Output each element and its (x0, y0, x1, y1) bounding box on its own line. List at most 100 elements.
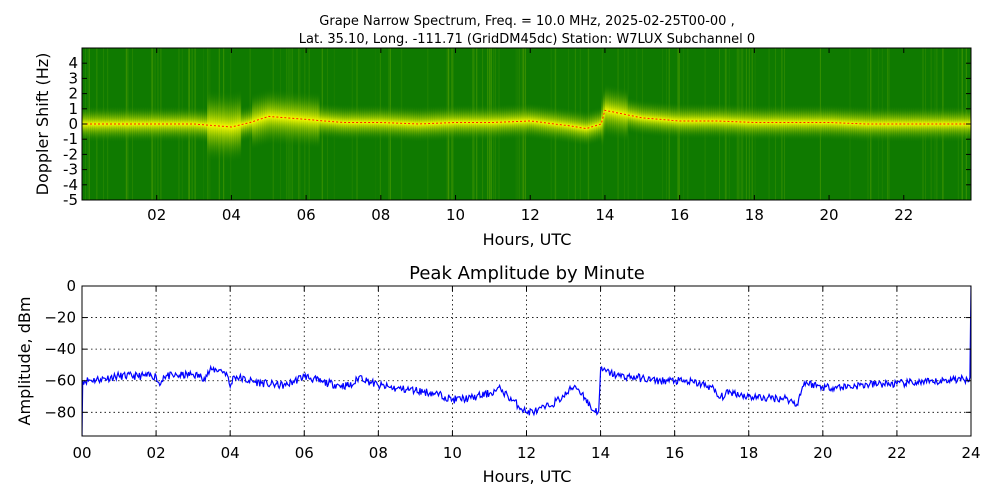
spectrogram-band-segment (896, 105, 899, 143)
spectrogram-band-segment (629, 97, 632, 134)
spectrogram-band-segment (545, 104, 548, 142)
spectrogram-band-segment (433, 105, 436, 142)
spectrogram-band-segment (255, 91, 258, 150)
spectrogram-band-segment (104, 105, 107, 143)
spectrogram-band-segment (266, 87, 270, 146)
spectrogram-band-segment (147, 105, 150, 143)
spectrogram-band-segment (522, 102, 526, 140)
spectrogram-band-segment (901, 105, 905, 143)
spectrogram-band-segment (870, 105, 873, 143)
spectrogram-band-segment (709, 102, 712, 140)
spectrogram-band-segment (821, 104, 824, 141)
spectrogram-band-segment (664, 101, 667, 139)
spectrogram-band-segment (362, 104, 365, 141)
spectrogram-band-segment (606, 83, 610, 139)
peak-amplitude-plot: Peak Amplitude by Minute 0 −20 −40 −60 −80 0… (15, 263, 981, 486)
spectrogram-band-segment (251, 92, 255, 151)
spectrogram-y-tick-label: 0 (68, 115, 78, 133)
spectrogram-band-segment (306, 90, 309, 149)
spectrogram-band-segment (365, 104, 369, 141)
spectrogram-band-segment (317, 91, 320, 150)
spectrogram-y-tick-label: 1 (68, 100, 78, 118)
spectrogram-band-segment (438, 104, 441, 142)
amplitude-series-line (82, 286, 971, 436)
spectrogram-band-segment (231, 90, 234, 164)
spectrogram-band-segment (842, 104, 845, 142)
amplitude-y-tick-label: −80 (44, 403, 76, 421)
spectrogram-band-segment (776, 104, 780, 141)
spectrogram-band-segment (868, 105, 871, 143)
spectrogram-x-tick-label: 14 (595, 206, 614, 224)
spectrogram-band-segment (765, 104, 768, 141)
spectrogram-band-segment (724, 103, 727, 140)
amplitude-x-tick-label: 16 (665, 444, 684, 462)
spectrogram-band-segment (668, 101, 671, 139)
spectrogram-y-tick-label: -5 (63, 191, 78, 209)
spectrogram-band-segment (954, 105, 957, 143)
spectrogram-band-segment (294, 89, 298, 148)
spectrogram-band-segment (175, 105, 178, 143)
spectrogram-band-segment (216, 89, 219, 163)
spectrogram-band-segment (812, 104, 815, 141)
spectrogram-y-tick-label: -2 (63, 145, 78, 163)
spectrogram-band-segment (688, 102, 692, 140)
spectrogram-band-segment (573, 108, 576, 145)
spectrogram-y-tick-label: -4 (63, 176, 78, 194)
spectrogram-band-segment (677, 102, 681, 140)
spectrogram-band-segment (425, 105, 428, 142)
spectrogram-band-segment (281, 88, 285, 147)
spectrogram-band-segment (481, 104, 484, 141)
spectrogram-band-segment (270, 87, 273, 146)
spectrogram-band-segment (561, 106, 565, 144)
spectrogram-band-segment (941, 105, 944, 143)
spectrogram-band-segment (681, 102, 684, 140)
spectrogram-band-segment (621, 86, 625, 142)
spectrogram-band-segment (337, 103, 341, 141)
spectrogram-band-segment (345, 104, 348, 141)
spectrogram-band-segment (916, 105, 920, 143)
spectrogram-band-segment (108, 105, 111, 143)
spectrogram-band-segment (646, 100, 649, 137)
spectrogram-band-segment (670, 102, 673, 139)
spectrogram-band-segment (466, 104, 470, 141)
spectrogram-band-segment (593, 107, 597, 145)
spectrogram-x-tick-label: 04 (222, 206, 241, 224)
spectrogram-band-segment (136, 105, 139, 143)
amplitude-x-tick-label: 00 (72, 444, 91, 462)
spectrogram-band-segment (642, 99, 645, 137)
spectrogram-band-segment (414, 105, 417, 143)
spectrogram-band-segment (685, 102, 688, 140)
spectrogram-band-segment (614, 85, 617, 140)
spectrogram-band-segment (957, 105, 961, 143)
spectrogram-band-segment (909, 105, 912, 143)
spectrogram-band-segment (227, 90, 230, 164)
spectrogram-band-segment (761, 104, 765, 141)
spectrogram-band-segment (786, 104, 789, 141)
spectrogram-band-segment (793, 104, 796, 141)
spectrogram-band-segment (892, 105, 895, 143)
spectrogram-band-segment (877, 105, 880, 143)
spectrogram-band-segment (840, 104, 843, 142)
spectrogram-band-segment (829, 104, 832, 141)
spectrogram-band-segment (526, 102, 529, 140)
spectrogram-band-segment (873, 105, 877, 143)
spectrogram-band-segment (513, 103, 516, 140)
spectrogram-band-segment (401, 105, 404, 142)
spectrogram-band-segment (446, 104, 449, 142)
spectrogram-band-segment (580, 109, 583, 147)
doppler-peak-trace (82, 109, 968, 130)
spectrogram-band-segment (248, 104, 251, 141)
amplitude-x-tick-label: 22 (887, 444, 906, 462)
spectrogram-band-segment (95, 105, 98, 143)
spectrogram-band-segment (530, 102, 533, 140)
spectrogram-band-segment (505, 103, 509, 141)
spectrogram-band-segment (660, 101, 664, 138)
spectrogram-band-segment (730, 103, 733, 140)
spectrogram-band-segment (696, 102, 699, 140)
spectrogram-band-segment (494, 104, 498, 141)
spectrogram-y-tick-label: -1 (63, 130, 78, 148)
spectrogram-band-segment (220, 89, 223, 163)
spectrogram-band-segment (489, 104, 492, 141)
amplitude-y-tick-label: −20 (44, 309, 76, 327)
spectrogram-band-segment (341, 104, 344, 141)
